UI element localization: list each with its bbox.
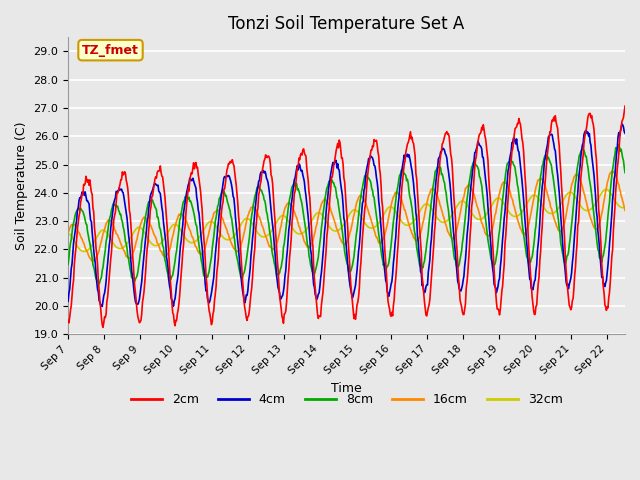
X-axis label: Time: Time [332,382,362,395]
Title: Tonzi Soil Temperature Set A: Tonzi Soil Temperature Set A [228,15,465,33]
Legend: 2cm, 4cm, 8cm, 16cm, 32cm: 2cm, 4cm, 8cm, 16cm, 32cm [125,388,568,411]
Text: TZ_fmet: TZ_fmet [82,44,139,57]
Y-axis label: Soil Temperature (C): Soil Temperature (C) [15,121,28,250]
